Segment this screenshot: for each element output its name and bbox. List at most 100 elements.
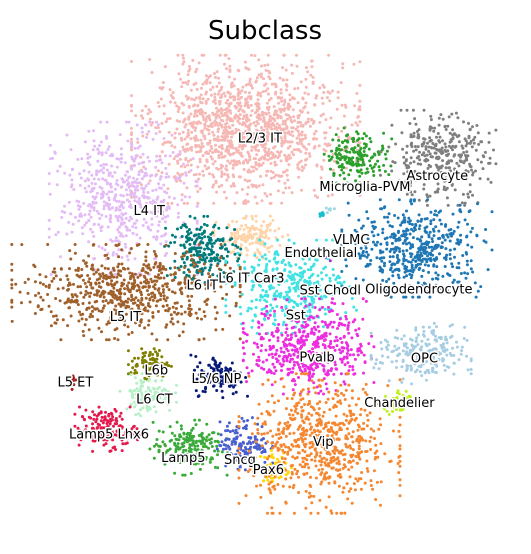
cell-point <box>39 295 43 299</box>
cell-point <box>250 148 254 152</box>
cell-point <box>361 249 365 253</box>
cell-point <box>146 304 150 307</box>
cell-point <box>225 178 229 182</box>
cell-point <box>422 187 426 191</box>
cell-point <box>270 140 273 144</box>
cell-point <box>156 265 160 269</box>
cell-point <box>353 104 357 108</box>
cell-point <box>405 346 409 350</box>
cell-point <box>340 360 344 364</box>
cell-point <box>155 214 159 218</box>
cell-point <box>76 269 80 272</box>
cell-point <box>211 85 215 89</box>
cell-point <box>224 196 228 200</box>
cell-point <box>104 135 108 138</box>
cell-point <box>50 279 54 283</box>
cell-point <box>200 232 204 236</box>
cell-point <box>429 222 433 226</box>
cell-point <box>297 167 301 171</box>
cell-point <box>422 334 426 338</box>
cell-point <box>236 251 240 255</box>
cell-point <box>345 346 349 350</box>
cell-point <box>211 273 215 277</box>
cell-point <box>186 230 189 234</box>
cell-point <box>286 146 290 150</box>
cell-point <box>405 249 409 252</box>
cell-point <box>125 228 129 232</box>
cell-point <box>191 58 195 62</box>
cell-point <box>153 252 157 256</box>
cell-point <box>358 193 362 197</box>
cell-point <box>297 120 301 124</box>
cell-point <box>69 212 73 216</box>
cell-point <box>214 239 218 243</box>
cell-point <box>212 133 216 137</box>
cell-point <box>250 265 254 269</box>
cell-point <box>241 330 245 334</box>
cell-point <box>278 362 282 366</box>
cell-point <box>323 338 327 342</box>
cell-point <box>265 309 269 313</box>
cell-point <box>417 268 421 271</box>
cell-point <box>266 53 270 57</box>
cell-point <box>303 91 307 95</box>
cell-point <box>158 86 162 90</box>
cell-point <box>226 98 230 102</box>
cell-point <box>227 125 231 129</box>
cell-point <box>378 249 382 253</box>
cell-point <box>254 80 258 84</box>
cell-point <box>454 144 458 148</box>
cell-point <box>234 240 238 244</box>
cell-point <box>443 368 447 372</box>
cell-point <box>144 296 148 300</box>
cell-point <box>198 160 202 164</box>
cell-point <box>146 309 150 313</box>
cell-point <box>386 343 390 347</box>
cell-point <box>363 142 366 146</box>
cell-point <box>218 53 222 57</box>
cell-point <box>444 223 448 227</box>
cell-point <box>135 303 139 307</box>
cell-point <box>71 222 75 226</box>
cell-point <box>281 363 285 367</box>
cell-point <box>260 366 263 370</box>
cell-point <box>247 129 251 133</box>
cell-point <box>342 346 346 350</box>
cell-point <box>242 161 245 165</box>
cell-point <box>105 322 109 326</box>
cell-point <box>165 206 169 210</box>
cell-point <box>253 253 257 257</box>
cell-point <box>217 76 220 80</box>
cell-point <box>451 144 455 148</box>
cell-point <box>231 173 235 177</box>
cell-point <box>41 282 45 286</box>
cell-point <box>143 276 147 279</box>
cell-point <box>489 180 493 184</box>
cell-point <box>165 296 169 300</box>
cell-point <box>129 298 133 302</box>
cell-point <box>195 114 199 118</box>
cell-point <box>310 65 314 69</box>
cell-point <box>418 150 421 154</box>
cell-point <box>126 183 129 187</box>
cell-point <box>92 257 96 261</box>
cell-point <box>451 137 455 141</box>
cell-point <box>273 145 277 149</box>
cell-point <box>83 223 87 227</box>
cell-point <box>238 101 242 105</box>
cell-point <box>292 153 295 157</box>
cell-point <box>296 141 299 145</box>
cell-point <box>171 322 175 326</box>
cell-point <box>123 287 127 291</box>
cell-point <box>200 109 204 113</box>
cell-point <box>125 284 129 288</box>
cell-point <box>190 130 194 134</box>
cell-point <box>183 310 187 314</box>
cell-point <box>213 256 217 260</box>
cell-point <box>116 228 120 232</box>
cell-point <box>120 156 124 160</box>
cell-point <box>128 193 132 197</box>
cell-point <box>240 224 244 228</box>
cell-point <box>112 286 116 290</box>
cell-point <box>130 137 133 141</box>
